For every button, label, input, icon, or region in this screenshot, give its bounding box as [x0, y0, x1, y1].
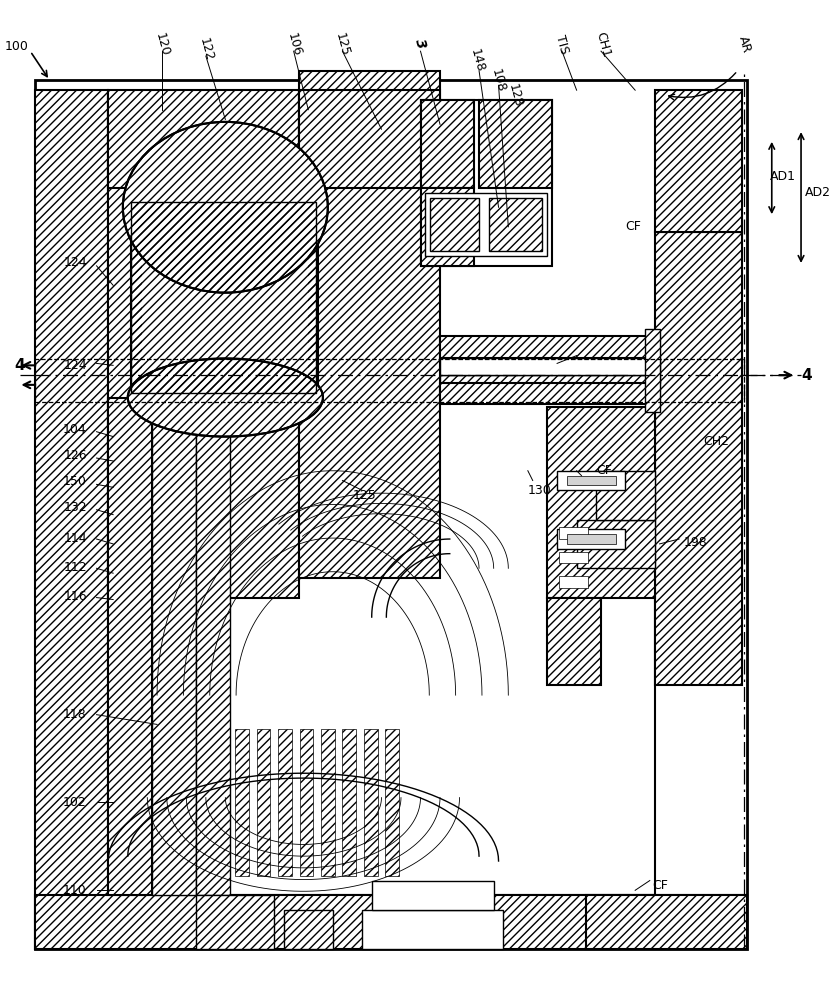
Text: 130: 130 — [528, 484, 552, 497]
Ellipse shape — [123, 122, 327, 293]
Text: 132: 132 — [63, 501, 86, 514]
Text: TIS: TIS — [553, 33, 571, 55]
Bar — [489, 198, 543, 251]
Bar — [371, 881, 494, 910]
Bar — [567, 534, 616, 544]
Bar — [257, 729, 270, 876]
Bar — [364, 729, 377, 876]
Text: 148: 148 — [468, 48, 486, 74]
Bar — [440, 375, 660, 383]
Bar — [559, 552, 588, 563]
Text: AD2: AD2 — [805, 186, 831, 199]
Bar — [321, 729, 335, 876]
Text: 125: 125 — [352, 489, 376, 502]
Text: 126: 126 — [63, 449, 86, 462]
Bar — [577, 520, 655, 568]
Bar — [35, 359, 745, 402]
Bar — [559, 576, 588, 588]
Text: 4: 4 — [801, 368, 812, 383]
Bar — [548, 598, 601, 685]
Text: 125: 125 — [333, 31, 352, 57]
Text: 198: 198 — [684, 536, 708, 549]
Bar — [440, 358, 660, 375]
Text: 110: 110 — [63, 884, 86, 897]
Text: 114: 114 — [63, 532, 86, 545]
Bar — [299, 729, 313, 876]
Bar — [655, 232, 742, 685]
Text: 108: 108 — [489, 67, 508, 94]
Text: CF: CF — [626, 220, 642, 233]
Bar — [35, 895, 747, 949]
Bar — [425, 193, 548, 256]
Text: 4: 4 — [15, 358, 25, 373]
Bar — [430, 198, 479, 251]
Text: 102: 102 — [63, 796, 86, 809]
Bar — [420, 188, 475, 266]
Bar — [108, 398, 655, 895]
Bar — [567, 476, 616, 485]
Bar — [420, 100, 475, 188]
Text: 124: 124 — [63, 256, 86, 269]
Bar — [479, 100, 553, 188]
Bar — [278, 729, 292, 876]
Bar — [284, 910, 332, 949]
Bar — [342, 729, 356, 876]
Bar — [108, 398, 152, 895]
Bar — [130, 207, 318, 398]
Bar — [152, 398, 196, 895]
Bar — [108, 95, 298, 598]
Text: CH2: CH2 — [704, 435, 730, 448]
Bar — [298, 90, 440, 188]
Bar — [386, 729, 399, 876]
Bar — [196, 398, 230, 895]
Bar — [420, 100, 553, 266]
Text: 104: 104 — [63, 423, 86, 436]
Bar — [557, 471, 626, 490]
Bar — [35, 80, 747, 949]
Text: CF: CF — [652, 879, 669, 892]
Bar — [196, 895, 274, 949]
Bar — [142, 217, 308, 388]
Text: 120: 120 — [153, 31, 171, 57]
Text: 118: 118 — [63, 708, 86, 721]
Bar — [35, 90, 108, 949]
Text: 122: 122 — [196, 36, 215, 62]
Text: 150: 150 — [63, 475, 86, 488]
Bar — [298, 71, 440, 578]
Ellipse shape — [128, 359, 323, 437]
Bar — [440, 383, 660, 404]
Bar — [235, 729, 248, 876]
Bar — [557, 529, 626, 549]
Bar — [587, 895, 747, 949]
Text: 116: 116 — [63, 590, 86, 603]
Text: CF: CF — [596, 464, 612, 477]
Bar — [548, 407, 655, 598]
Bar — [440, 336, 660, 358]
Text: 106: 106 — [284, 31, 303, 57]
Text: 124: 124 — [63, 359, 86, 372]
Bar — [130, 202, 316, 393]
Bar — [362, 910, 504, 949]
Bar — [645, 329, 660, 412]
Text: 3: 3 — [412, 37, 429, 50]
Text: CH1: CH1 — [593, 30, 612, 59]
Text: 112: 112 — [63, 561, 86, 574]
Text: AD1: AD1 — [770, 170, 796, 183]
Text: 128: 128 — [506, 82, 524, 108]
Bar — [559, 527, 588, 539]
Bar — [655, 90, 742, 232]
Bar — [108, 90, 298, 188]
Text: AR: AR — [736, 34, 753, 54]
Bar — [596, 471, 655, 520]
Text: 100: 100 — [4, 40, 28, 53]
